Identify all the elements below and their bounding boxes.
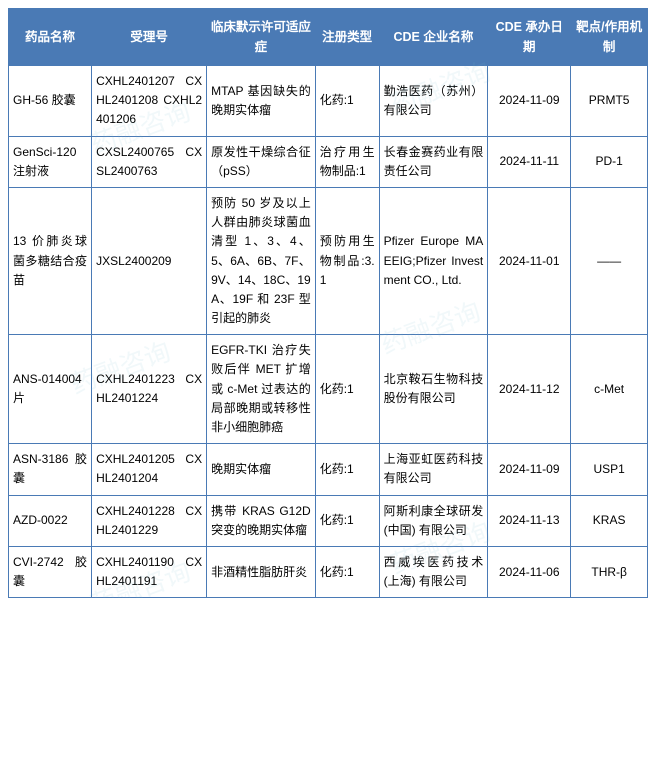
table-row: CVI-2742 胶囊CXHL2401190 CXHL2401191非酒精性脂肪…	[9, 546, 648, 597]
cell-company: 上海亚虹医药科技有限公司	[379, 444, 488, 495]
cell-date: 2024-11-11	[488, 136, 571, 187]
cell-acceptance: CXHL2401207 CXHL2401208 CXHL2401206	[92, 66, 207, 137]
cell-name: 13 价肺炎球菌多糖结合疫苗	[9, 187, 92, 334]
cell-name: GenSci-120 注射液	[9, 136, 92, 187]
cell-acceptance: CXHL2401190 CXHL2401191	[92, 546, 207, 597]
cell-company: 勤浩医药（苏州）有限公司	[379, 66, 488, 137]
cell-acceptance: CXSL2400765 CXSL2400763	[92, 136, 207, 187]
drug-approval-table: 药品名称 受理号 临床默示许可适应症 注册类型 CDE 企业名称 CDE 承办日…	[8, 8, 648, 598]
table-header: 药品名称 受理号 临床默示许可适应症 注册类型 CDE 企业名称 CDE 承办日…	[9, 9, 648, 66]
cell-acceptance: CXHL2401228 CXHL2401229	[92, 495, 207, 546]
cell-company: Pfizer Europe MA EEIG;Pfizer Investment …	[379, 187, 488, 334]
cell-indication: MTAP 基因缺失的晚期实体瘤	[207, 66, 316, 137]
cell-target: ——	[571, 187, 648, 334]
cell-reg_type: 预防用生物制品:3.1	[315, 187, 379, 334]
cell-indication: EGFR-TKI 治疗失败后伴 MET 扩增或 c-Met 过表达的局部晚期或转…	[207, 335, 316, 444]
table-row: 13 价肺炎球菌多糖结合疫苗JXSL2400209预防 50 岁及以上人群由肺炎…	[9, 187, 648, 334]
cell-name: AZD-0022	[9, 495, 92, 546]
table-row: ASN-3186 胶囊CXHL2401205 CXHL2401204晚期实体瘤化…	[9, 444, 648, 495]
cell-reg_type: 治疗用生物制品:1	[315, 136, 379, 187]
col-header-company: CDE 企业名称	[379, 9, 488, 66]
col-header-target: 靶点/作用机制	[571, 9, 648, 66]
cell-target: KRAS	[571, 495, 648, 546]
cell-reg_type: 化药:1	[315, 546, 379, 597]
cell-target: USP1	[571, 444, 648, 495]
cell-date: 2024-11-01	[488, 187, 571, 334]
cell-target: PRMT5	[571, 66, 648, 137]
cell-company: 长春金赛药业有限责任公司	[379, 136, 488, 187]
cell-date: 2024-11-09	[488, 66, 571, 137]
cell-acceptance: JXSL2400209	[92, 187, 207, 334]
table-row: GH-56 胶囊CXHL2401207 CXHL2401208 CXHL2401…	[9, 66, 648, 137]
col-header-indication: 临床默示许可适应症	[207, 9, 316, 66]
table-row: GenSci-120 注射液CXSL2400765 CXSL2400763原发性…	[9, 136, 648, 187]
cell-date: 2024-11-09	[488, 444, 571, 495]
cell-acceptance: CXHL2401205 CXHL2401204	[92, 444, 207, 495]
cell-company: 西威埃医药技术 (上海) 有限公司	[379, 546, 488, 597]
col-header-date: CDE 承办日期	[488, 9, 571, 66]
cell-reg_type: 化药:1	[315, 335, 379, 444]
cell-target: THR-β	[571, 546, 648, 597]
table-body: GH-56 胶囊CXHL2401207 CXHL2401208 CXHL2401…	[9, 66, 648, 598]
cell-indication: 原发性干燥综合征（pSS）	[207, 136, 316, 187]
cell-indication: 预防 50 岁及以上人群由肺炎球菌血清型 1、3、4、5、6A、6B、7F、9V…	[207, 187, 316, 334]
cell-reg_type: 化药:1	[315, 444, 379, 495]
col-header-acceptance: 受理号	[92, 9, 207, 66]
cell-acceptance: CXHL2401223 CXHL2401224	[92, 335, 207, 444]
cell-company: 阿斯利康全球研发 (中国) 有限公司	[379, 495, 488, 546]
cell-name: ANS-014004片	[9, 335, 92, 444]
cell-name: CVI-2742 胶囊	[9, 546, 92, 597]
cell-name: ASN-3186 胶囊	[9, 444, 92, 495]
cell-indication: 晚期实体瘤	[207, 444, 316, 495]
table-row: ANS-014004片CXHL2401223 CXHL2401224EGFR-T…	[9, 335, 648, 444]
cell-date: 2024-11-12	[488, 335, 571, 444]
cell-target: PD-1	[571, 136, 648, 187]
cell-name: GH-56 胶囊	[9, 66, 92, 137]
col-header-name: 药品名称	[9, 9, 92, 66]
col-header-regtype: 注册类型	[315, 9, 379, 66]
cell-date: 2024-11-06	[488, 546, 571, 597]
cell-indication: 非酒精性脂肪肝炎	[207, 546, 316, 597]
cell-indication: 携带 KRAS G12D 突变的晚期实体瘤	[207, 495, 316, 546]
cell-date: 2024-11-13	[488, 495, 571, 546]
cell-company: 北京鞍石生物科技股份有限公司	[379, 335, 488, 444]
cell-reg_type: 化药:1	[315, 66, 379, 137]
table-row: AZD-0022CXHL2401228 CXHL2401229携带 KRAS G…	[9, 495, 648, 546]
cell-target: c-Met	[571, 335, 648, 444]
cell-reg_type: 化药:1	[315, 495, 379, 546]
